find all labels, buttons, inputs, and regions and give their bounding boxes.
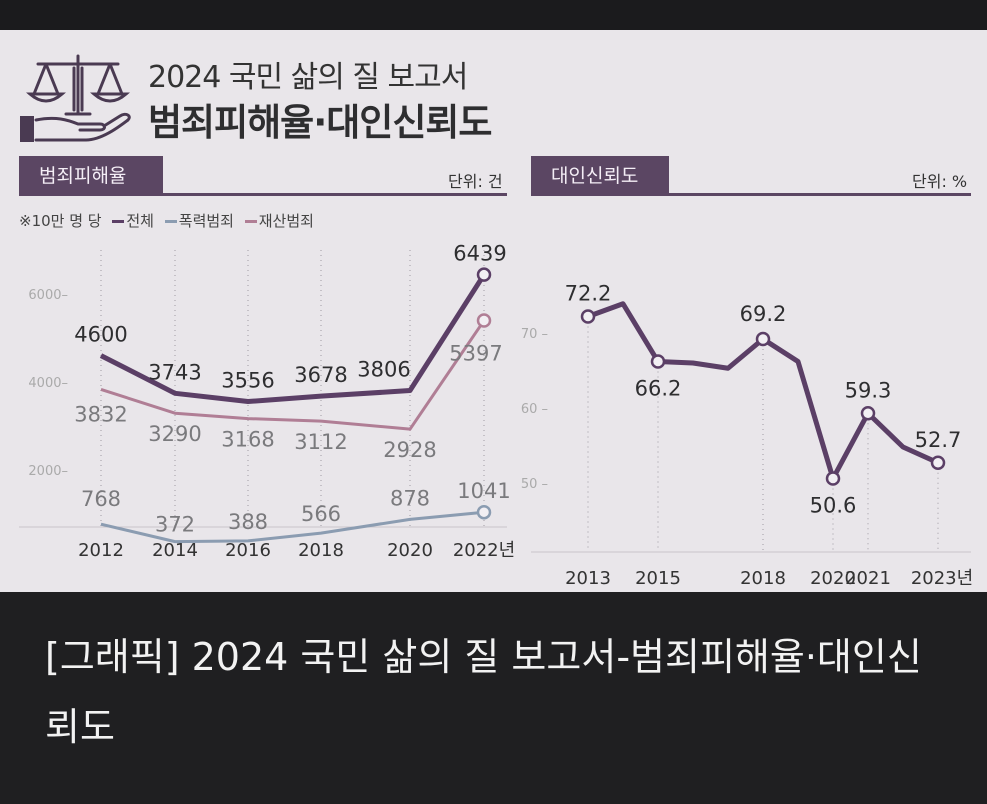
data-point [860, 406, 876, 421]
y-tick-label: 4000– [28, 376, 68, 391]
legend-swatch-total [112, 220, 125, 223]
x-tick-label: 2022년 [453, 540, 515, 561]
y-tick-label: 6000– [28, 288, 68, 303]
data-label: 69.2 [740, 302, 787, 326]
data-label: 5397 [449, 342, 502, 366]
left-panel-divider [19, 193, 507, 196]
x-tick-label: 2012 [78, 540, 124, 561]
data-label: 3743 [148, 360, 201, 384]
data-label: 3168 [221, 428, 274, 452]
top-bar [0, 0, 987, 30]
x-tick-label: 2018 [740, 568, 786, 589]
data-label: 3290 [148, 422, 201, 446]
data-label: 2928 [383, 438, 436, 462]
data-point [825, 471, 841, 486]
data-label: 50.6 [810, 494, 857, 518]
legend-item-property: 재산범죄 [258, 212, 314, 230]
crime-victimization-chart: 2000– 4000– 6000– 2012 2014 2016 2018 2020 2022년… [19, 242, 973, 589]
tab-interpersonal-trust: 대인신뢰도 [531, 156, 669, 196]
data-label: 878 [390, 486, 430, 510]
data-label: 52.7 [915, 428, 962, 452]
x-tick-label: 2015 [635, 568, 681, 589]
tab-crime-victimization: 범죄피해율 [19, 156, 163, 196]
report-subtitle: 2024 국민 삶의 질 보고서 [148, 60, 468, 95]
left-unit-label: 단위: 건 [448, 172, 503, 191]
data-point [755, 331, 771, 347]
right-unit-label: 단위: % [912, 172, 968, 191]
data-label: 1041 [457, 479, 510, 503]
data-label: 6439 [453, 242, 506, 266]
x-tick-label: 2021 [845, 568, 891, 589]
page-title: 범죄피해율·대인신뢰도 [148, 101, 492, 144]
series-line [100, 510, 485, 544]
data-point [580, 309, 596, 324]
data-label: 3832 [74, 402, 127, 426]
legend-swatch-property [244, 220, 257, 223]
data-label: 388 [228, 510, 268, 534]
data-point [476, 267, 492, 282]
data-label: 372 [155, 513, 195, 537]
data-label: 4600 [74, 323, 127, 347]
y-tick-label: 50 – [521, 477, 548, 492]
data-point [476, 504, 492, 520]
y-tick-label: 2000– [28, 464, 68, 479]
data-label: 66.2 [635, 377, 682, 401]
data-label: 3806 [357, 358, 410, 382]
legend-item-violent: 폭력범죄 [178, 212, 234, 230]
right-panel-divider [531, 193, 971, 196]
x-tick-label: 2016 [225, 540, 271, 561]
data-label: 3678 [294, 363, 347, 387]
infographic: 2024 국민 삶의 질 보고서 범죄피해율·대인신뢰도 범죄피해율 단위: 건… [0, 30, 987, 592]
x-tick-label: 2013 [565, 568, 611, 589]
legend-swatch-violent [164, 220, 177, 223]
x-tick-label: 2014 [152, 540, 198, 561]
data-label: 768 [81, 487, 121, 511]
data-point [650, 354, 666, 369]
x-tick-label: 2023년 [911, 568, 973, 589]
y-tick-label: 70 – [521, 327, 548, 342]
x-tick-label: 2020 [387, 540, 433, 561]
legend-note: ※10만 명 당 [19, 212, 102, 230]
y-tick-label: 60 – [521, 402, 548, 417]
series-line [99, 273, 487, 405]
data-point [930, 455, 946, 470]
data-point [476, 313, 492, 328]
data-label: 3112 [294, 430, 347, 454]
data-label: 3556 [221, 369, 274, 393]
chart-legend: ※10만 명 당 전체 폭력범죄 재산범죄 [19, 210, 314, 231]
scales-hand-icon [20, 54, 131, 142]
data-label: 72.2 [565, 282, 612, 306]
data-label: 59.3 [845, 378, 892, 402]
x-tick-label: 2020 [810, 568, 856, 589]
x-tick-label: 2018 [298, 540, 344, 561]
series-line [100, 319, 486, 431]
legend-item-total: 전체 [126, 212, 154, 230]
caption: [그래픽] 2024 국민 삶의 질 보고서-범죄피해율·대인신뢰도 [0, 592, 987, 804]
data-label: 566 [301, 502, 341, 526]
